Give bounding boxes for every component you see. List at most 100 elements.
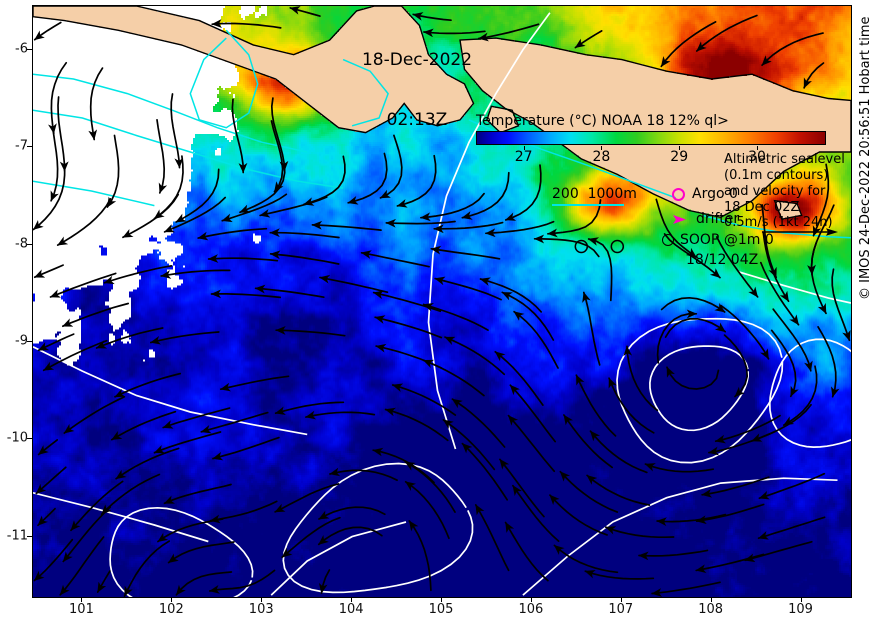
y-tick	[27, 535, 33, 537]
velocity-arrow	[479, 277, 543, 313]
velocity-arrow	[160, 269, 231, 279]
velocity-arrow	[708, 430, 776, 456]
velocity-arrow	[423, 28, 486, 38]
altimetry-contour	[33, 491, 209, 543]
velocity-arrow	[221, 193, 288, 223]
bathymetry-contour	[33, 73, 308, 153]
velocity-arrow	[433, 221, 504, 234]
velocity-arrow	[420, 192, 485, 222]
velocity-arrow	[715, 236, 759, 298]
x-tick-label: 105	[428, 602, 454, 617]
altimetry-contour	[738, 270, 851, 304]
legend-drifter: drifter	[672, 211, 739, 227]
velocity-arrow	[200, 411, 269, 434]
velocity-arrow	[803, 62, 825, 89]
velocity-arrow	[812, 163, 830, 237]
velocity-arrow	[61, 302, 130, 328]
y-tick	[27, 146, 33, 148]
velocity-arrow	[37, 333, 75, 352]
x-tick-label: 109	[788, 602, 813, 617]
velocity-arrow	[275, 326, 346, 337]
velocity-arrow	[757, 516, 826, 540]
velocity-arrow	[507, 414, 556, 473]
velocity-arrow	[404, 480, 450, 540]
velocity-arrow	[412, 12, 452, 22]
argo-circle-icon	[672, 187, 685, 201]
velocity-arrow	[504, 521, 549, 582]
velocity-arrow	[513, 310, 559, 369]
date-label: 18-Dec-2022	[361, 50, 473, 71]
velocity-arrow	[422, 303, 489, 331]
bathymetry-label: 200 1000m	[552, 186, 637, 202]
bathymetry-contour	[33, 109, 344, 189]
x-tick	[800, 597, 802, 602]
velocity-arrow	[329, 467, 398, 482]
velocity-arrow	[586, 474, 651, 506]
velocity-arrow	[197, 227, 268, 241]
velocity-arrow	[644, 463, 715, 473]
velocity-arrow	[35, 466, 67, 495]
velocity-arrow	[374, 315, 443, 339]
y-tick-label: -7	[15, 138, 28, 154]
velocity-arrow	[533, 234, 600, 258]
bathymetry-legend-line	[552, 204, 624, 206]
velocity-arrow	[110, 410, 177, 441]
x-tick	[620, 597, 622, 602]
velocity-arrow	[96, 570, 111, 593]
velocity-arrow	[360, 250, 430, 268]
velocity-arrow	[385, 218, 456, 228]
velocity-arrow	[461, 171, 510, 220]
velocity-arrow	[156, 118, 168, 194]
velocity-arrow	[103, 265, 173, 285]
velocity-arrow	[88, 67, 104, 141]
velocity-arrow	[404, 461, 456, 513]
x-tick	[261, 597, 263, 602]
velocity-arrow	[695, 553, 765, 574]
velocity-arrow	[501, 291, 555, 341]
velocity-arrow	[372, 290, 442, 313]
velocity-arrow	[95, 327, 164, 349]
x-tick	[81, 597, 83, 602]
velocity-arrow	[744, 540, 813, 563]
velocity-arrow	[254, 284, 325, 299]
coastline	[459, 37, 851, 219]
x-tick-label: 103	[248, 602, 274, 617]
velocity-arrow	[758, 472, 826, 500]
velocity-arrow	[231, 98, 248, 174]
velocity-arrow	[175, 168, 220, 223]
velocity-arrow	[461, 442, 509, 501]
colorbar-tick	[679, 146, 681, 150]
colorbar-tick	[757, 146, 758, 150]
x-tick	[530, 597, 532, 602]
velocity-arrow	[499, 458, 545, 518]
velocity-arrow	[772, 308, 813, 372]
velocity-arrow	[163, 196, 227, 233]
velocity-arrow	[817, 326, 840, 398]
altimetry-contour	[768, 338, 851, 448]
velocity-arrow	[319, 274, 389, 294]
velocity-arrow	[289, 6, 321, 17]
velocity-arrow	[50, 126, 59, 202]
velocity-arrow	[33, 264, 64, 279]
velocity-arrow	[100, 473, 161, 516]
velocity-arrow	[162, 407, 231, 429]
map-plot-area[interactable]	[32, 5, 852, 598]
bathymetry-contour	[342, 58, 389, 127]
velocity-arrow	[638, 549, 709, 561]
velocity-arrow	[33, 21, 62, 41]
velocity-arrow	[701, 476, 770, 498]
x-tick-label: 106	[518, 602, 544, 617]
velocity-arrow	[212, 436, 280, 461]
velocity-arrow	[37, 507, 56, 527]
velocity-arrow	[318, 569, 331, 594]
velocity-arrow	[408, 520, 432, 592]
velocity-arrow	[549, 494, 608, 536]
velocity-arrow	[269, 250, 340, 265]
velocity-arrow	[208, 569, 276, 594]
velocity-arrow	[660, 21, 717, 68]
soop-marker	[574, 239, 589, 254]
velocity-arrow	[451, 398, 506, 448]
velocity-arrow	[656, 513, 727, 527]
coastline	[486, 105, 520, 134]
